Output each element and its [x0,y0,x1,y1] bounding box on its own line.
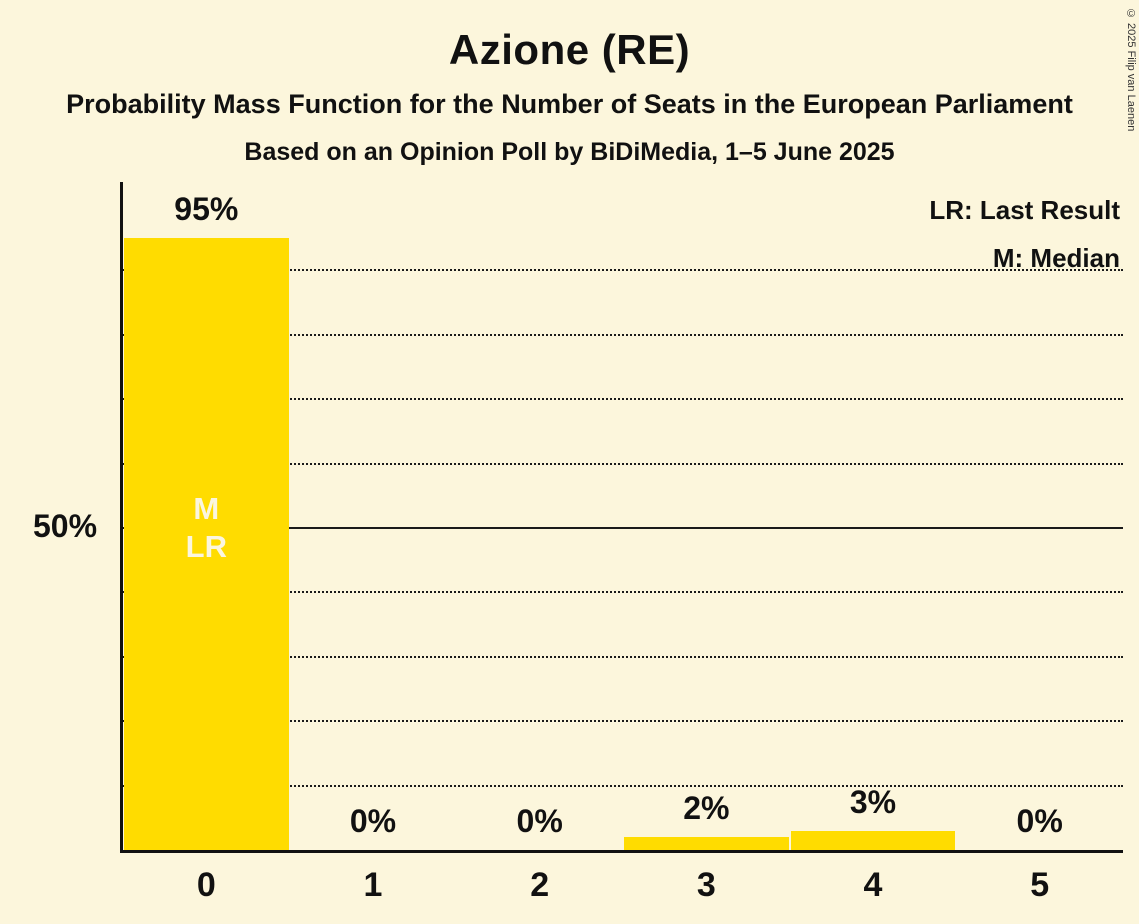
bar-inner-label-lr: LR [185,529,227,564]
legend-last-result: LR: Last Result [929,195,1120,225]
x-axis-label-0: 0 [196,866,216,904]
legend-median: M: Median [992,243,1120,273]
bar-seats-4 [790,830,956,850]
copyright-text: © 2025 Filip van Laenen [1125,8,1137,132]
gridline-60pct [123,462,1123,465]
y-axis-tick-label: 50% [32,508,98,544]
bar-seats-0 [124,238,289,850]
chart-source-line: Based on an Opinion Poll by BiDiMedia, 1… [244,138,895,166]
bar-value-label-3: 2% [683,790,730,827]
bar-value-label-0: 95% [174,191,239,228]
gridline-20pct [123,720,1123,723]
bar-value-label-2: 0% [516,803,563,839]
gridline-90pct [123,269,1123,272]
chart-title: Azione (RE) [448,26,691,73]
bar-inner-label-m: M [193,491,220,526]
bar-value-label-5: 0% [1016,803,1063,839]
x-axis-label-2: 2 [530,866,550,904]
gridline-70pct [123,398,1123,401]
gridline-10pct [123,784,1123,787]
gridline-30pct [123,655,1123,658]
bar-value-label-1: 0% [349,803,397,839]
x-axis-label-3: 3 [696,866,716,904]
legend: LR: Last Result M: Median [929,186,1120,282]
gridline-50pct-solid [123,527,1123,529]
x-axis-label-5: 5 [1030,866,1050,904]
x-axis-label-1: 1 [363,866,383,904]
gridline-80pct [123,333,1123,336]
bar-inner-labels-0: M LR [123,490,290,566]
x-axis-label-4: 4 [863,866,883,904]
bar-value-label-4: 3% [849,783,897,820]
bar-seats-3 [624,837,789,850]
gridline-40pct [123,591,1123,594]
chart-subtitle: Probability Mass Function for the Number… [66,89,1073,119]
plot-area: 95% 0 M LR 0% 1 0% 2 2% 3 3% 4 0% 5 [120,182,1123,904]
